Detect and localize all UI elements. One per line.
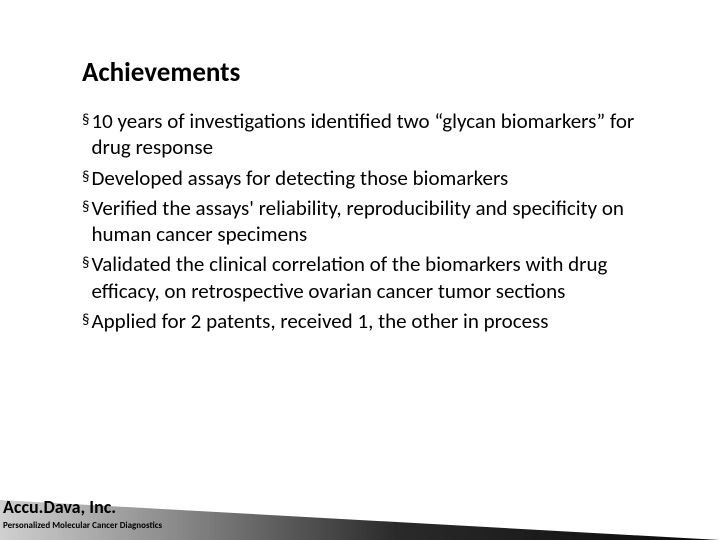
bullet-marker-icon: §: [82, 108, 89, 132]
bullet-item: § 10 years of investigations identified …: [82, 108, 642, 161]
bullet-marker-icon: §: [82, 308, 89, 332]
bullet-item: § Validated the clinical correlation of …: [82, 251, 642, 304]
bullet-marker-icon: §: [82, 251, 89, 275]
bullet-text: Validated the clinical correlation of th…: [91, 251, 642, 304]
bullet-item: § Developed assays for detecting those b…: [82, 165, 642, 191]
bullet-item: § Verified the assays' reliability, repr…: [82, 195, 642, 248]
slide-container: Achievements § 10 years of investigation…: [0, 0, 720, 540]
bullet-marker-icon: §: [82, 165, 89, 189]
bullet-text: Verified the assays' reliability, reprod…: [91, 195, 642, 248]
bullet-marker-icon: §: [82, 195, 89, 219]
footer-area: Accu.Dava, Inc. Personalized Molecular C…: [0, 486, 720, 540]
slide-title: Achievements: [82, 56, 240, 89]
content-area: § 10 years of investigations identified …: [82, 108, 642, 338]
bullet-item: § Applied for 2 patents, received 1, the…: [82, 308, 642, 334]
bullet-text: 10 years of investigations identified tw…: [91, 108, 642, 161]
company-tagline: Personalized Molecular Cancer Diagnostic…: [3, 520, 162, 531]
bullet-text: Developed assays for detecting those bio…: [91, 165, 642, 191]
bullet-text: Applied for 2 patents, received 1, the o…: [91, 308, 642, 334]
company-name: Accu.Dava, Inc.: [3, 496, 116, 518]
